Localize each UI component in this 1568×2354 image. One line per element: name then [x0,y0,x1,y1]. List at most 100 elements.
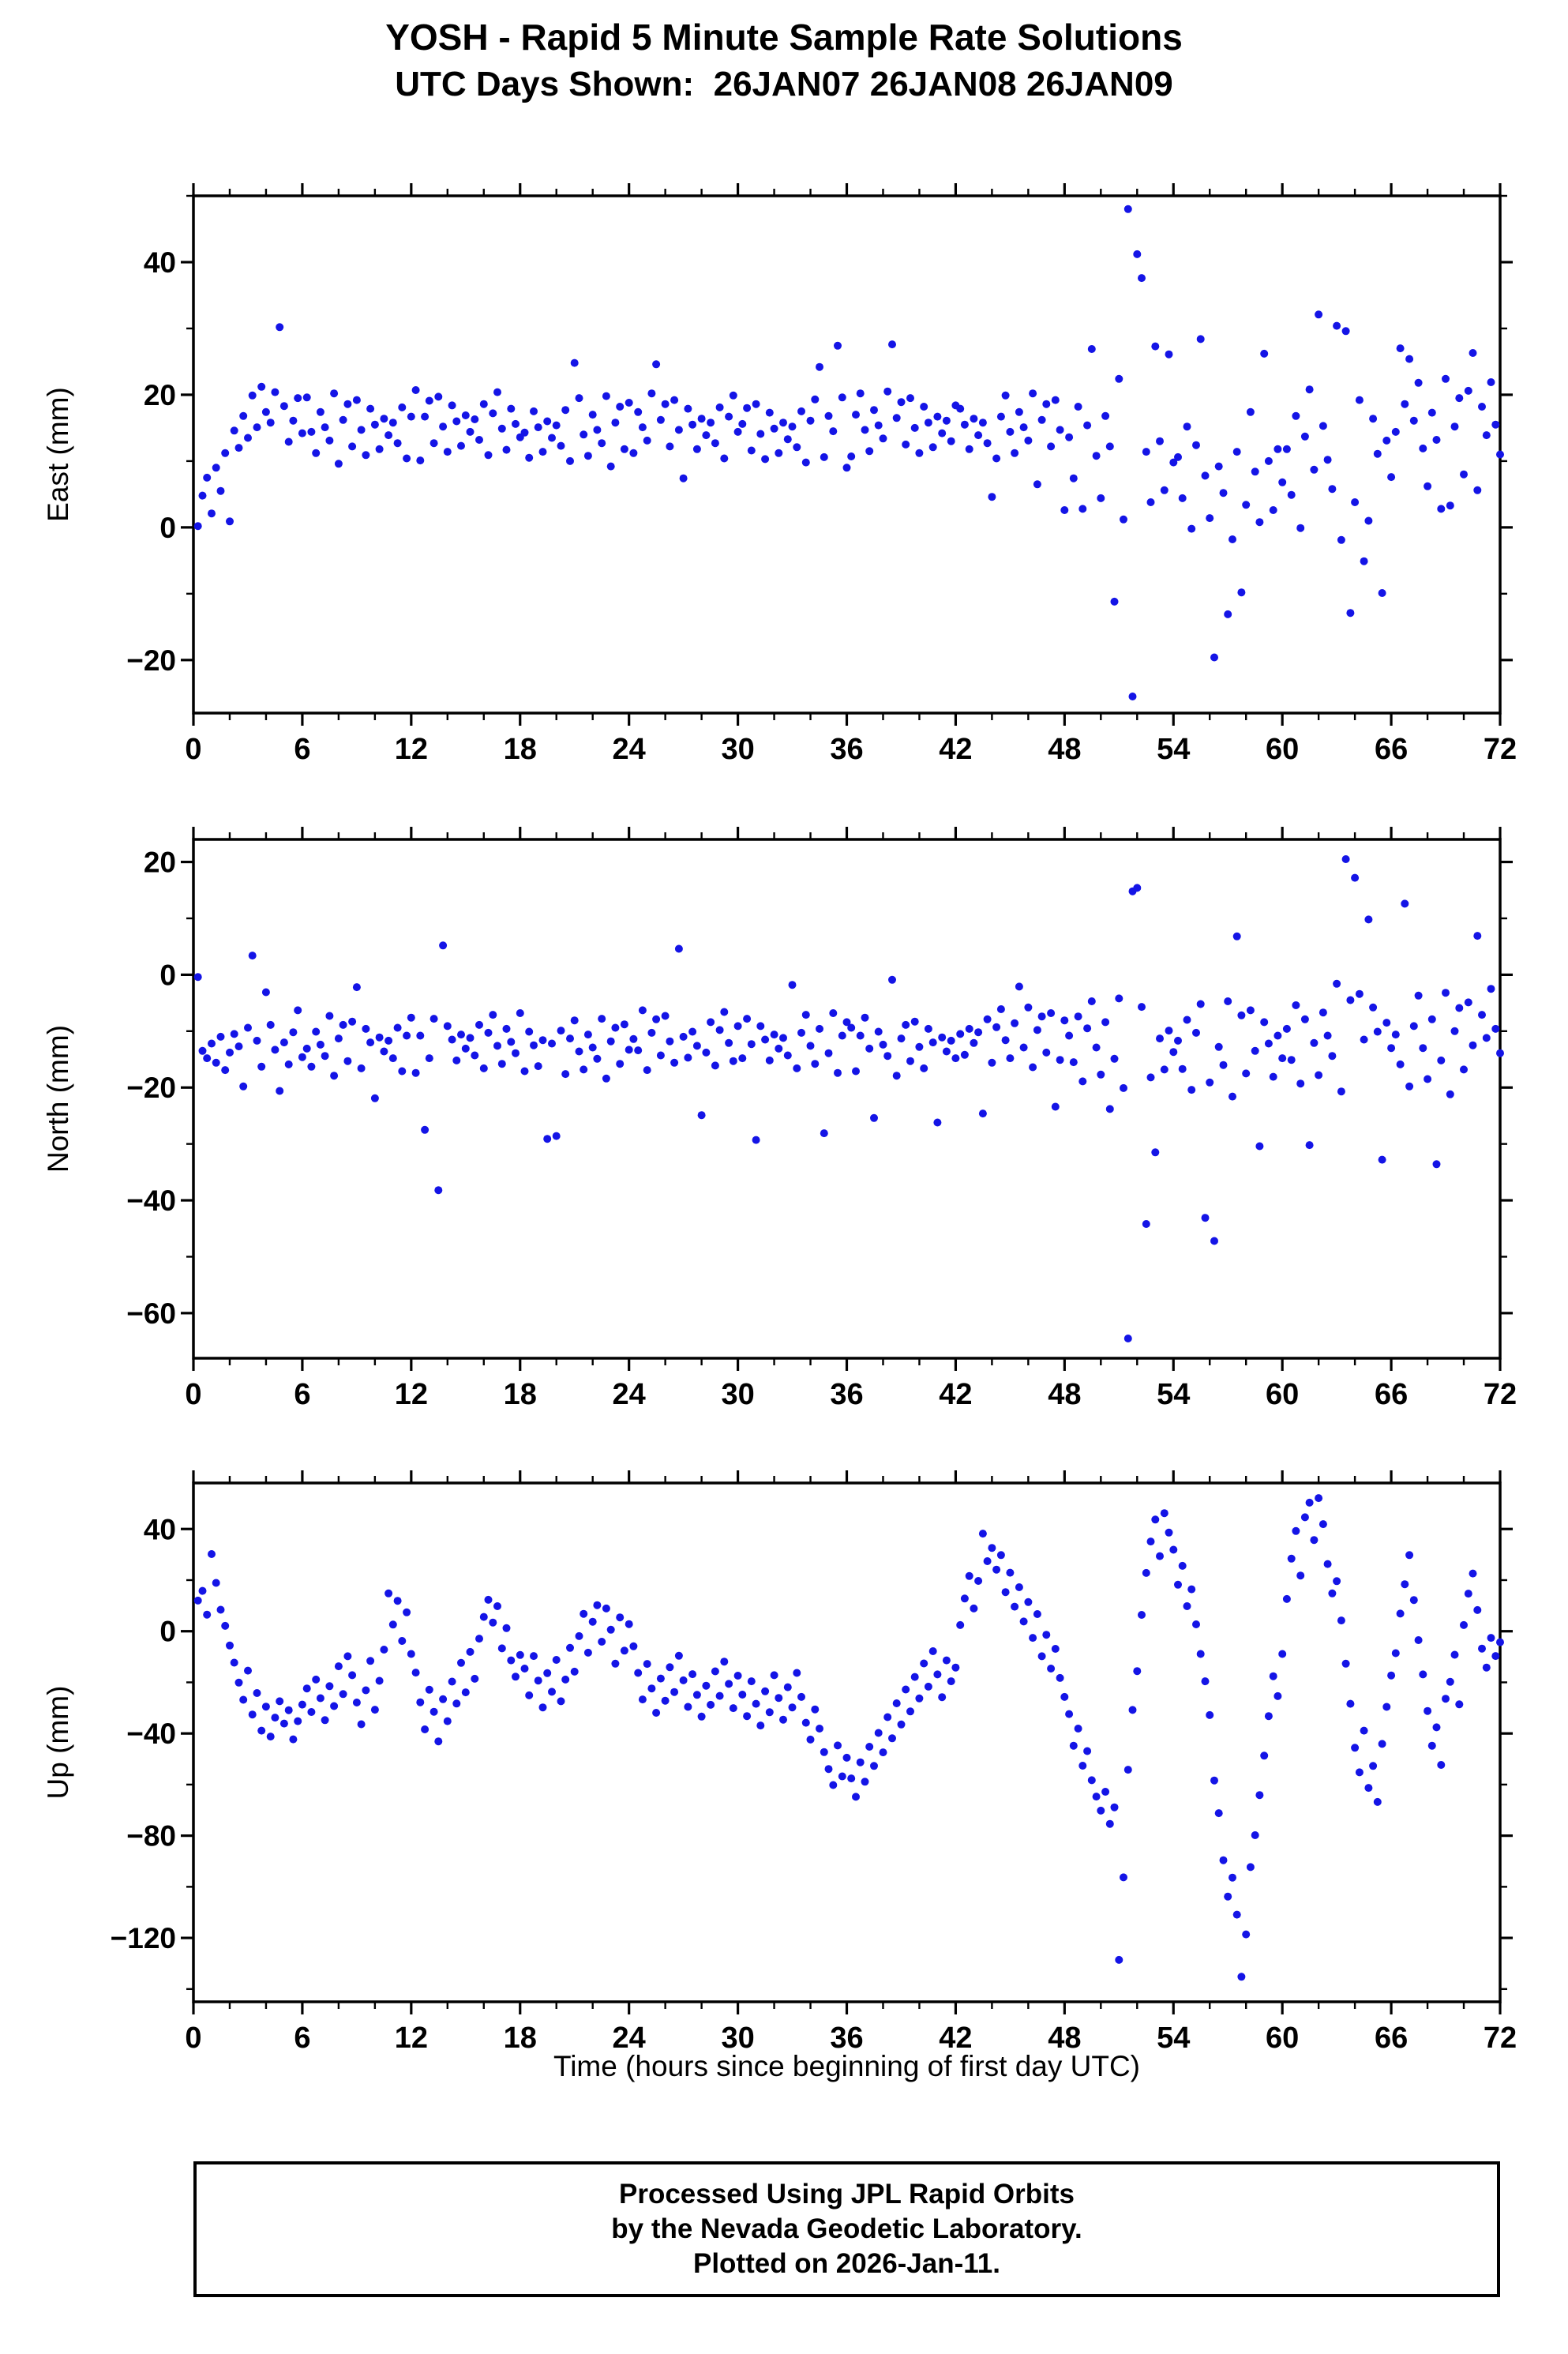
data-point [1278,478,1287,486]
data-point [425,1685,433,1694]
data-point [688,1670,697,1679]
data-point [915,1042,924,1051]
data-point [711,439,719,448]
data-point [974,1577,983,1585]
data-point [312,449,321,457]
data-point [1201,1214,1210,1222]
x-tick-label: 48 [1048,1378,1081,1411]
data-point [489,1618,497,1627]
data-point [1387,1044,1396,1053]
data-point [702,1048,711,1057]
data-point [1251,1831,1259,1839]
data-point [720,454,729,463]
data-point [902,1020,910,1029]
data-point [1282,445,1291,453]
data-point [1142,448,1150,456]
data-point [1033,1026,1041,1034]
data-point [430,1707,438,1716]
data-point [643,436,651,445]
data-point [489,1011,497,1019]
data-point [198,491,207,500]
data-point [643,1660,651,1669]
data-point [915,1694,924,1703]
data-point [1341,855,1350,863]
data-point [1092,1793,1101,1801]
data-point [583,452,592,460]
data-point [570,1667,579,1676]
data-point [679,1676,688,1684]
data-point [824,411,833,420]
data-point [1351,1744,1360,1752]
data-point [1437,505,1446,513]
data-point [1120,1083,1127,1092]
data-point [620,1646,628,1655]
data-point [203,473,212,482]
data-point [294,394,302,403]
data-point [888,975,896,984]
data-point [1056,1673,1064,1682]
data-point [733,1672,742,1680]
data-point [388,1054,397,1063]
data-point [647,1684,656,1693]
data-point [1328,1589,1337,1597]
data-point [638,423,647,432]
data-point [1078,505,1087,513]
data-point [1396,344,1405,353]
data-point [616,403,625,411]
data-point [407,1650,415,1658]
data-point [525,453,534,462]
data-point [375,1676,384,1685]
y-tick-label: 0 [159,1616,176,1648]
data-point [348,1017,357,1026]
data-point [1029,1063,1037,1072]
data-point [1115,1955,1123,1964]
data-point [466,1647,475,1656]
data-point [856,389,865,398]
data-point [226,517,234,526]
data-point [366,1038,375,1047]
footer-line-2: by the Nevada Geodetic Laboratory. [611,2213,1082,2244]
data-point [793,1064,801,1072]
data-point [1174,1036,1182,1045]
data-point [1229,1873,1236,1882]
data-point [1019,1043,1028,1052]
data-point [484,451,493,460]
x-tick-label: 24 [613,1378,646,1411]
data-point [1269,1072,1277,1081]
data-point [1414,991,1423,1000]
data-point [1051,1645,1060,1653]
data-point [1287,490,1296,499]
data-point [770,1031,778,1039]
data-point [502,1624,511,1632]
data-point [666,442,674,451]
data-point [1424,1075,1432,1083]
data-point [403,1031,411,1040]
data-point [520,1067,529,1076]
data-point [797,1692,805,1701]
data-point [756,430,765,438]
data-point [1269,1672,1277,1680]
data-point [271,388,279,396]
data-point [407,412,415,421]
data-point [970,415,978,423]
data-point [580,430,588,439]
data-point [266,419,275,427]
data-point [606,1037,615,1046]
data-point [289,1028,298,1037]
data-point [1092,452,1101,460]
x-tick-label: 66 [1375,2022,1408,2055]
data-point [234,1678,243,1687]
data-point [856,1758,865,1766]
footer-box: Processed Using JPL Rapid Orbits by the … [193,2161,1500,2297]
data-point [1496,450,1504,459]
data-point [1142,1220,1150,1228]
data-point [970,1604,978,1613]
data-point [725,1680,733,1688]
data-point [1105,442,1114,451]
data-point [1432,1723,1441,1732]
data-point [1282,1594,1291,1603]
footer-line-1: Processed Using JPL Rapid Orbits [618,2179,1075,2209]
data-point [598,1638,606,1646]
data-point [738,1054,747,1063]
data-point [307,1062,316,1071]
